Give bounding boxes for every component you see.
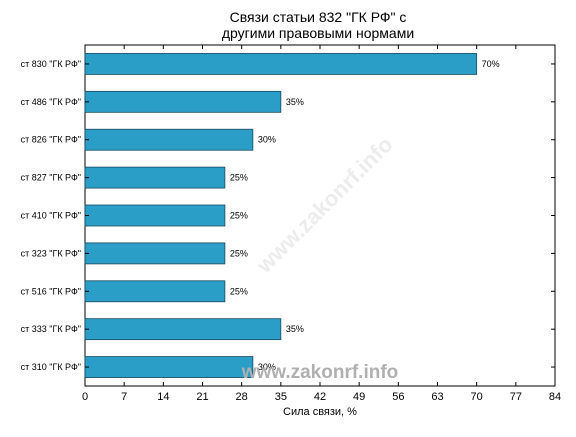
watermark-diagonal: www.zakonrf.info [251, 132, 398, 279]
category-label: ст 333 "ГК РФ" [21, 324, 81, 334]
bar [84, 242, 226, 265]
value-label: 25% [230, 286, 248, 296]
x-tick-label: 77 [510, 391, 522, 403]
x-tick-label: 7 [121, 391, 127, 403]
category-label: ст 827 "ГК РФ" [21, 173, 81, 183]
bar [84, 90, 282, 113]
x-tick-label: 28 [236, 391, 248, 403]
bar [84, 204, 226, 227]
category-label: ст 486 "ГК РФ" [21, 97, 81, 107]
value-label: 35% [286, 324, 304, 334]
x-tick-label: 42 [314, 391, 326, 403]
x-tick-label: 84 [549, 391, 561, 403]
bar [84, 53, 478, 75]
x-tick-label: 35 [275, 391, 287, 403]
value-label: 25% [230, 173, 248, 183]
x-tick-label: 21 [196, 391, 208, 403]
bar [84, 318, 282, 341]
category-label: ст 323 "ГК РФ" [21, 248, 81, 258]
x-axis-label: Сила связи, % [283, 406, 357, 418]
x-tick-label: 14 [157, 391, 169, 403]
x-tick-label: 0 [82, 391, 88, 403]
x-tick-label: 70 [471, 391, 483, 403]
category-label: ст 826 "ГК РФ" [21, 135, 81, 145]
category-label: ст 410 "ГК РФ" [21, 211, 81, 221]
x-tick-label: 63 [431, 391, 443, 403]
watermark-main: www.zakonrf.info [241, 362, 399, 383]
value-label: 25% [230, 211, 248, 221]
value-label: 35% [286, 97, 304, 107]
chart-title-line-1: Связи статьи 832 "ГК РФ" с [230, 9, 407, 25]
plot-area: ст 830 "ГК РФ" 70% ст 486 "ГК РФ" 35% ст 826… [21, 44, 561, 403]
bar [84, 356, 254, 378]
value-label: 70% [482, 59, 500, 69]
bar [84, 128, 254, 151]
value-label: 30% [258, 362, 276, 372]
value-label: 25% [230, 248, 248, 258]
bar [84, 280, 226, 303]
x-tick-label: 56 [392, 391, 404, 403]
x-tick-label: 49 [353, 391, 365, 403]
bar [84, 166, 226, 189]
category-label: ст 516 "ГК РФ" [21, 286, 81, 296]
chart-title-line-2: другими правовыми нормами [222, 25, 414, 41]
category-label: ст 310 "ГК РФ" [21, 362, 81, 372]
category-label: ст 830 "ГК РФ" [21, 59, 81, 69]
value-label: 30% [258, 135, 276, 145]
